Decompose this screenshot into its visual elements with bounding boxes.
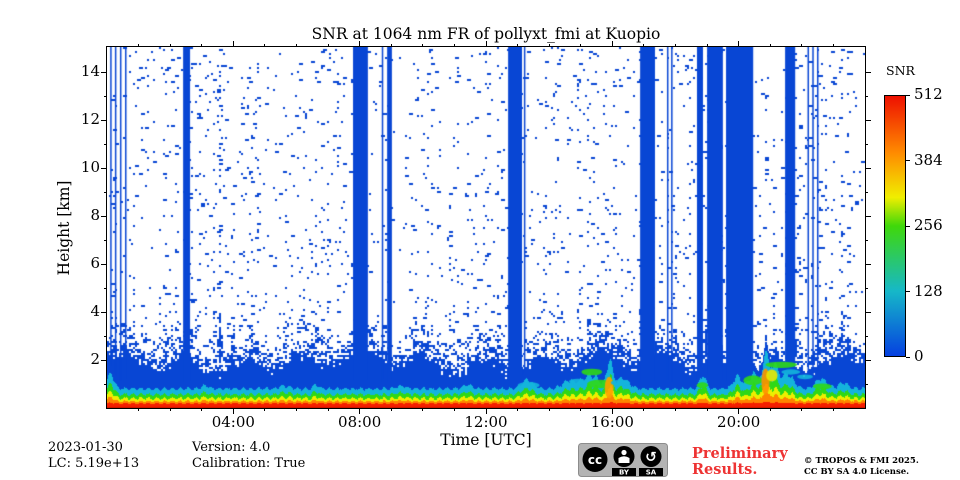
y-tick-label: 4: [90, 302, 100, 320]
x-tick-label: 20:00: [717, 413, 761, 431]
y-tick-label: 12: [80, 110, 100, 128]
y-tick-label: 2: [90, 350, 100, 368]
colorbar-tick: [906, 225, 910, 227]
cc-by-sa-badge: cc BY ↺ SA: [578, 443, 668, 477]
preliminary-results-notice: Preliminary Results.: [692, 446, 788, 478]
svg-text:↺: ↺: [645, 450, 657, 466]
y-tick-label: 10: [80, 158, 100, 176]
colorbar-tick: [906, 356, 910, 358]
colorbar-title: SNR: [886, 63, 915, 78]
copyright-line1: © TROPOS & FMI 2025.: [804, 456, 919, 466]
colorbar-tick-label: 512: [914, 85, 943, 103]
preliminary-line2: Results.: [692, 461, 758, 478]
x-tick-label: 16:00: [590, 413, 634, 431]
colorbar-tick: [906, 160, 910, 161]
svg-text:BY: BY: [619, 469, 630, 477]
colorbar-tick-label: 256: [914, 216, 943, 234]
copyright-line2: CC BY SA 4.0 License.: [804, 466, 910, 477]
colorbar: [884, 95, 906, 357]
preliminary-line1: Preliminary: [692, 445, 788, 462]
lidar-constant: LC: 5.19e+13: [48, 456, 140, 471]
y-tick-label: 14: [80, 62, 100, 80]
plot-title: SNR at 1064 nm FR of pollyxt_fmi at Kuop…: [311, 25, 661, 43]
colorbar-tick: [906, 94, 910, 96]
attribution-by-icon: BY: [612, 446, 636, 477]
calibration-text: Calibration: True: [192, 456, 306, 471]
x-tick-label: 04:00: [211, 413, 255, 431]
svg-text:cc: cc: [588, 453, 602, 467]
colorbar-tick-label: 128: [914, 281, 943, 300]
svg-text:SA: SA: [646, 469, 657, 477]
x-axis-label: Time [UTC]: [440, 431, 532, 449]
x-tick-label: 08:00: [338, 413, 382, 431]
y-axis-label: Height [km]: [55, 180, 73, 276]
measurement-date: 2023-01-30: [48, 440, 123, 455]
colorbar-tick: [906, 291, 910, 292]
colorbar-tick-label: 384: [914, 150, 943, 169]
version-text: Version: 4.0: [192, 440, 271, 455]
cc-logo-icon: cc: [582, 447, 608, 472]
x-tick-label: 12:00: [464, 413, 508, 431]
copyright-notice: © TROPOS & FMI 2025. CC BY SA 4.0 Licens…: [804, 456, 919, 477]
snr-heatmap-canvas: [107, 47, 865, 408]
colorbar-tick-label: 0: [914, 347, 924, 365]
share-alike-sa-icon: ↺ SA: [639, 446, 663, 477]
